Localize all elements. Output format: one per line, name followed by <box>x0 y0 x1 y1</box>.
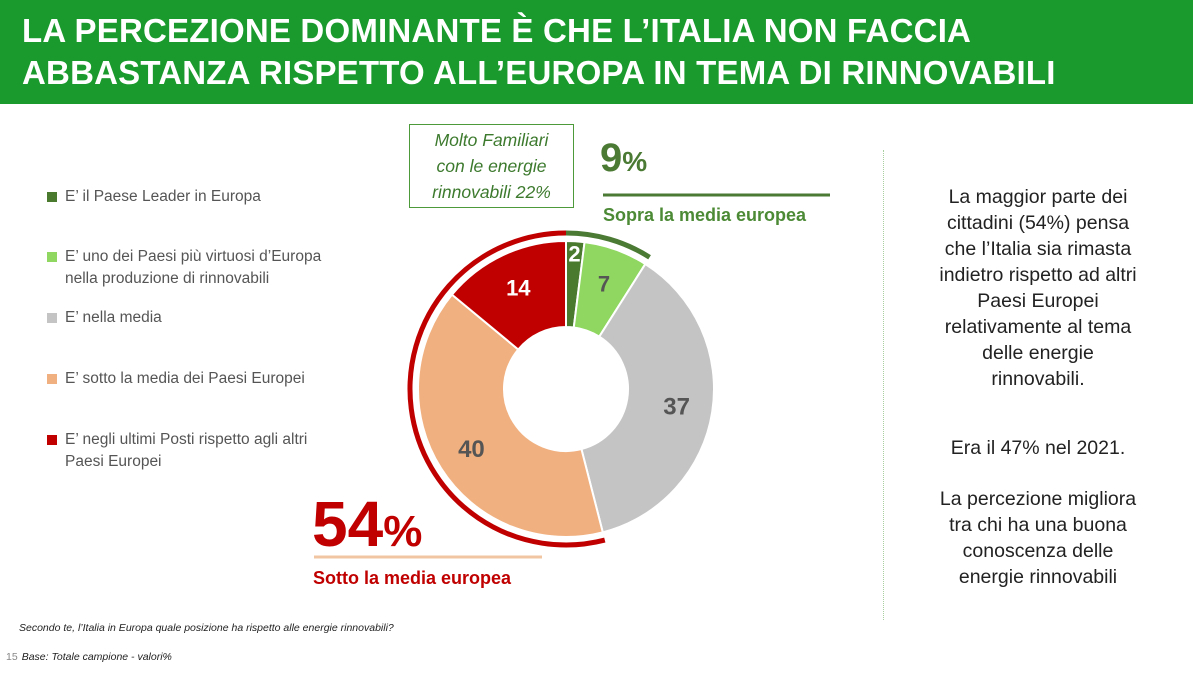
legend-label: E’ negli ultimi Posti rispetto agli altr… <box>65 431 308 448</box>
legend-label-line-2: Paesi Europei <box>65 453 162 470</box>
side-paragraph-1: La maggior parte dei cittadini (54%) pen… <box>898 184 1178 392</box>
legend-swatch <box>47 374 57 384</box>
donut-slice-below <box>417 293 605 538</box>
familiarity-callout: Molto Familiari con le energie rinnovabi… <box>409 124 574 208</box>
legend-swatch <box>47 313 57 323</box>
legend-item-virtuous: E’ uno dei Paesi più virtuosi d’Europa n… <box>47 246 387 290</box>
legend-swatch <box>47 252 57 262</box>
side-line: che l’Italia sia rimasta <box>944 238 1132 260</box>
side-paragraph-2: Era il 47% nel 2021. <box>950 437 1126 459</box>
legend-label: E’ nella media <box>65 309 162 326</box>
donut-slice-average <box>580 262 715 534</box>
side-line: tra chi ha una buona <box>949 514 1127 536</box>
callout-line-1: Molto Familiari <box>434 130 549 150</box>
above-average-label: Sopra la media europea <box>603 205 807 225</box>
base-note: 15 Base: Totale campione - valori% <box>6 651 172 663</box>
above-average-symbol: % <box>622 146 648 177</box>
legend-item-average: E’ nella media <box>47 307 387 329</box>
below-average-label: Sotto la media europea <box>313 568 512 588</box>
legend-item-last: E’ negli ultimi Posti rispetto agli altr… <box>47 429 387 473</box>
callout-line-2: con le energie <box>436 156 547 176</box>
side-line: Paesi Europei <box>977 290 1099 312</box>
side-line: delle energie <box>982 342 1094 364</box>
data-label-below: 40 <box>458 436 485 463</box>
legend-label: E’ il Paese Leader in Europa <box>65 188 261 205</box>
page-number: 15 <box>6 651 18 663</box>
side-line: indietro rispetto ad altri <box>939 264 1137 286</box>
legend-item-leader: E’ il Paese Leader in Europa <box>47 186 387 208</box>
above-average-percentage: 9% <box>600 136 647 181</box>
side-line: cittadini (54%) pensa <box>946 212 1130 234</box>
data-label-last: 14 <box>506 276 531 301</box>
data-label-average: 37 <box>663 394 690 421</box>
data-label-virtuous: 7 <box>598 272 610 297</box>
legend-label-line-2: nella produzione di rinnovabili <box>65 270 270 287</box>
legend-swatch <box>47 192 57 202</box>
donut-slices: 27 37 40 14 <box>417 239 715 538</box>
side-line: conoscenza delle <box>962 540 1114 562</box>
above-average-arc <box>565 230 651 260</box>
below-average-percentage: 54% <box>312 487 422 561</box>
page-title-line-1: LA PERCEZIONE DOMINANTE È CHE L’ITALIA N… <box>22 12 972 49</box>
side-line: La maggior parte dei <box>948 186 1128 208</box>
side-line: La percezione migliora <box>939 488 1137 510</box>
donut-slice-last <box>450 239 567 351</box>
below-average-value: 54 <box>312 488 384 560</box>
side-line: rinnovabili. <box>991 368 1085 390</box>
below-average-arc <box>407 230 606 548</box>
legend-item-below: E’ sotto la media dei Paesi Europei <box>47 368 387 390</box>
side-line: relativamente al tema <box>944 316 1132 338</box>
panel-divider <box>883 150 884 620</box>
unit-text: - valori% <box>131 651 172 663</box>
above-average-value: 9 <box>600 136 623 180</box>
callout-line-3: rinnovabili 22% <box>432 182 551 202</box>
page-title: LA PERCEZIONE DOMINANTE È CHE L’ITALIA N… <box>22 10 1172 94</box>
legend-label: E’ sotto la media dei Paesi Europei <box>65 370 305 387</box>
side-paragraph-3: La percezione migliora tra chi ha una bu… <box>898 486 1178 590</box>
legend-swatch <box>47 435 57 445</box>
below-average-symbol: % <box>383 507 423 556</box>
legend-label: E’ uno dei Paesi più virtuosi d’Europa <box>65 248 322 265</box>
header-banner: LA PERCEZIONE DOMINANTE È CHE L’ITALIA N… <box>0 0 1193 104</box>
survey-question: Secondo te, l’Italia in Europa quale pos… <box>19 622 394 634</box>
side-line: energie rinnovabili <box>958 566 1118 588</box>
page-title-line-2: ABBASTANZA RISPETTO ALL’EUROPA IN TEMA D… <box>22 54 1056 91</box>
base-text: Base: Totale campione <box>21 651 129 663</box>
data-label-leader: 2 <box>568 241 580 266</box>
group-arcs <box>407 230 651 548</box>
